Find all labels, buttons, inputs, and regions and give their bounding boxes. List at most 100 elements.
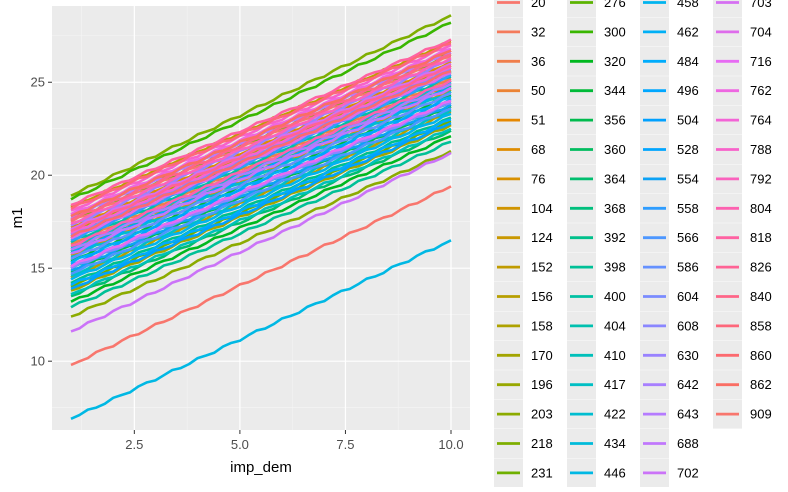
legend-label: 642	[677, 377, 699, 392]
legend-label: 462	[677, 24, 699, 39]
legend-label: 170	[531, 348, 553, 363]
series-line-484	[70, 118, 452, 287]
legend-label: 156	[531, 289, 553, 304]
legend-label: 688	[677, 436, 699, 451]
legend-label: 203	[531, 407, 553, 422]
legend-label: 360	[604, 142, 626, 157]
series-line-862	[70, 49, 452, 218]
legend-label: 50	[531, 83, 545, 98]
x-tick-label: 2.5	[125, 437, 143, 452]
series-line-792	[70, 56, 452, 225]
legend-label: 104	[531, 201, 553, 216]
legend-label: 458	[677, 0, 699, 10]
series-lines	[70, 14, 452, 421]
series-line-688	[70, 86, 452, 255]
legend-label: 231	[531, 465, 553, 480]
legend-label: 36	[531, 54, 545, 69]
y-tick-label: 10	[31, 354, 45, 369]
legend-label: 496	[677, 83, 699, 98]
series-line-504	[70, 121, 452, 290]
legend-label: 909	[750, 407, 772, 422]
series-line-410	[70, 127, 452, 296]
legend-label: 558	[677, 201, 699, 216]
legend-key-box	[640, 0, 669, 17]
legend-label: 320	[604, 54, 626, 69]
y-tick-label: 25	[31, 75, 45, 90]
series-line-909	[70, 185, 452, 367]
legend-label: 124	[531, 230, 553, 245]
legend-label: 804	[750, 201, 772, 216]
legend-key-box	[567, 0, 596, 17]
series-line-586	[70, 92, 452, 261]
legend-label: 400	[604, 289, 626, 304]
series-line-398	[70, 140, 452, 309]
legend-label: 608	[677, 318, 699, 333]
series-line-642	[70, 82, 452, 251]
series-line-858	[70, 41, 452, 210]
legend-label: 586	[677, 260, 699, 275]
x-tick-label: 7.5	[336, 437, 354, 452]
legend-label: 702	[677, 465, 699, 480]
legend-background	[494, 0, 738, 487]
series-line-703	[70, 62, 452, 231]
y-tick-label: 15	[31, 261, 45, 276]
legend-label: 300	[604, 24, 626, 39]
series-line-860	[70, 69, 452, 238]
series-line-203	[70, 149, 452, 318]
legend-label: 344	[604, 83, 626, 98]
series-line-320	[70, 134, 452, 303]
series-line-704	[70, 71, 452, 240]
series-line-716	[70, 99, 452, 268]
legend-label: 858	[750, 318, 772, 333]
legend-label: 818	[750, 230, 772, 245]
legend-label: 528	[677, 142, 699, 157]
legend-label: 392	[604, 230, 626, 245]
legend-key-box	[494, 0, 523, 17]
legend: 20 32 36 50 51 68 76 104 124 152 156 158 170 196 203 21…	[494, 0, 772, 488]
legend-label: 32	[531, 24, 545, 39]
series-line-218	[70, 14, 452, 197]
series-line-608	[70, 101, 452, 270]
legend-label: 368	[604, 201, 626, 216]
legend-label: 762	[750, 83, 772, 98]
series-line-566	[70, 107, 452, 275]
legend-label: 404	[604, 318, 626, 333]
y-tick-label: 20	[31, 168, 45, 183]
legend-label: 554	[677, 171, 699, 186]
legend-label: 860	[750, 348, 772, 363]
series-line-417	[70, 109, 452, 277]
legend-label: 51	[531, 113, 545, 128]
legend-label: 704	[750, 24, 772, 39]
legend-label: 862	[750, 377, 772, 392]
legend-label: 764	[750, 113, 772, 128]
legend-label: 643	[677, 407, 699, 422]
legend-label: 604	[677, 289, 699, 304]
legend-label: 434	[604, 436, 626, 451]
series-line-300	[70, 21, 452, 201]
series-line-458	[70, 112, 452, 281]
legend-label: 68	[531, 142, 545, 157]
series-line-446	[70, 239, 452, 421]
legend-label: 792	[750, 171, 772, 186]
y-axis-label: m1	[9, 208, 26, 229]
legend-label: 422	[604, 407, 626, 422]
legend-label: 446	[604, 465, 626, 480]
series-line-840	[70, 53, 452, 222]
legend-label: 398	[604, 260, 626, 275]
series-line-702	[70, 151, 452, 333]
legend-label: 218	[531, 436, 553, 451]
x-axis-label: imp_dem	[230, 459, 292, 476]
legend-label: 20	[531, 0, 545, 10]
legend-label: 504	[677, 113, 699, 128]
legend-label: 630	[677, 348, 699, 363]
series-line-826	[70, 64, 452, 233]
legend-label: 410	[604, 348, 626, 363]
legend-label: 76	[531, 171, 545, 186]
legend-label: 788	[750, 142, 772, 157]
legend-label: 196	[531, 377, 553, 392]
axes: 2.5 5.0 7.5 10.0 10 15 20 25	[31, 75, 464, 452]
legend-label: 826	[750, 260, 772, 275]
legend-label: 356	[604, 113, 626, 128]
